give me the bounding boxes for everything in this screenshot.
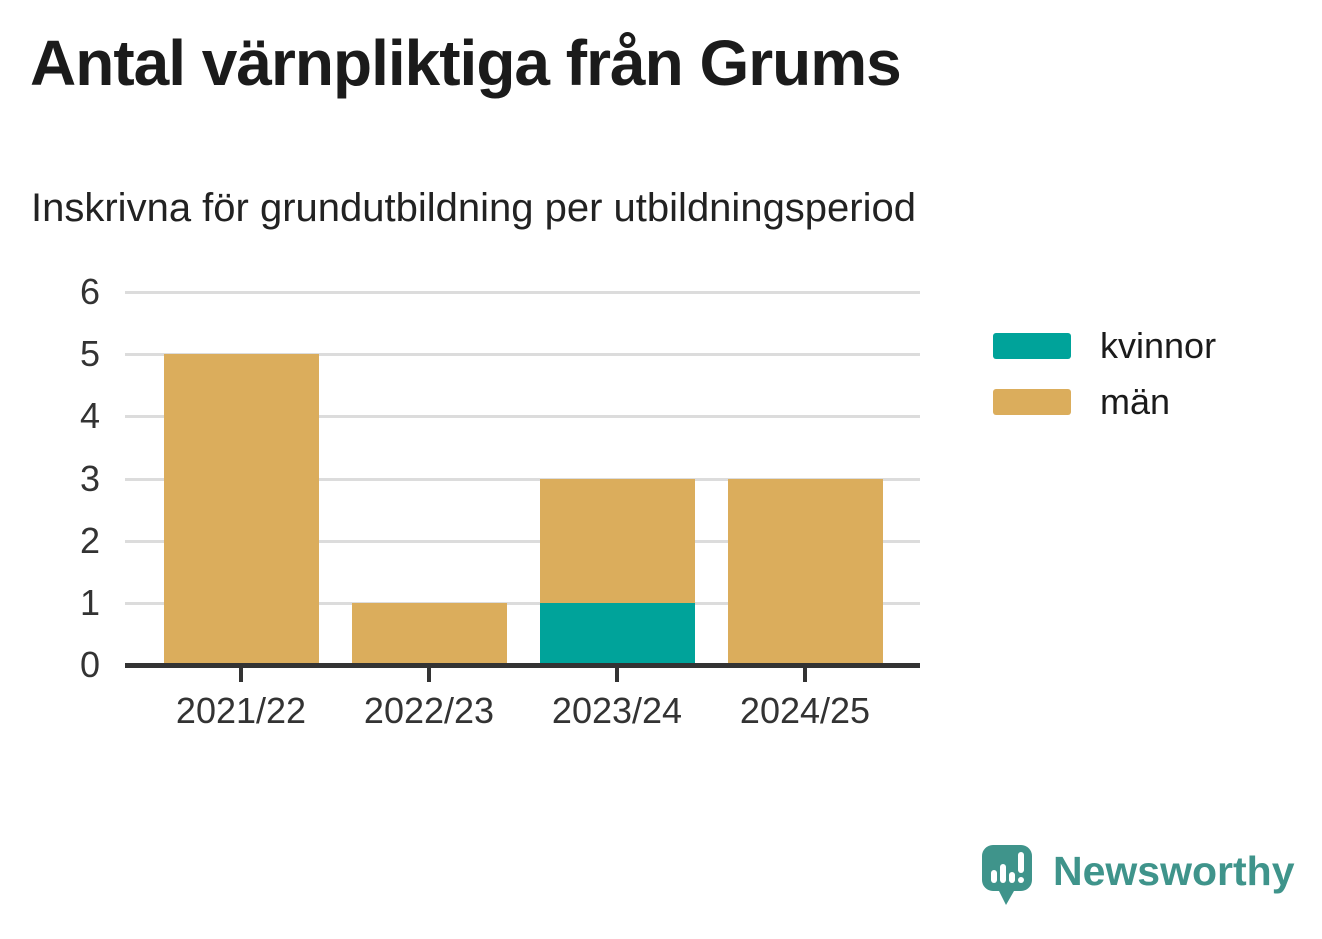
- bar-2021-22-män: [163, 354, 319, 665]
- y-tick-label-3: 3: [79, 457, 100, 499]
- y-tick-label-1: 1: [79, 581, 100, 623]
- y-tick-label-6: 6: [79, 271, 100, 312]
- y-tick-label-5: 5: [79, 333, 100, 375]
- x-tick-label-2022-23: 2022/23: [363, 690, 495, 731]
- newsworthy-logo-icon: [982, 845, 1032, 905]
- gridline-y-1: [125, 601, 920, 605]
- gridline-y-3: [125, 477, 920, 481]
- x-tick-label-2024-25: 2024/25: [739, 690, 871, 731]
- logo-exclamation-dot-icon: [1018, 877, 1024, 883]
- chart-subtitle: Inskrivna för grundutbildning per utbild…: [31, 186, 916, 230]
- y-tick-label-2: 2: [79, 519, 100, 561]
- logo-exclamation-bar-icon: [1018, 852, 1024, 873]
- chart-title: Antal värnpliktiga från Grums: [30, 27, 902, 99]
- x-tick-2022-23: [427, 668, 431, 682]
- legend-swatch-män: [993, 389, 1071, 415]
- x-tick-label-2021-22: 2021/22: [175, 690, 307, 731]
- brand-name: Newsworthy: [1053, 848, 1295, 894]
- x-axis-line: [125, 663, 920, 668]
- bar-2022-23-män: [351, 602, 507, 665]
- gridline-y-6: [125, 291, 920, 294]
- logo-bar-tall-icon: [1000, 864, 1006, 883]
- brand-footer: Newsworthy: [982, 845, 1295, 909]
- legend-swatch-kvinnor: [993, 333, 1071, 359]
- gridline-y-2: [125, 539, 920, 543]
- x-tick-2023-24: [615, 668, 619, 682]
- bar-2023-24-män: [539, 478, 695, 603]
- x-tick-label-2023-24: 2023/24: [551, 690, 683, 731]
- y-tick-label-0: 0: [79, 644, 100, 685]
- logo-bar-short-icon: [1009, 872, 1015, 883]
- legend-item-män: män: [993, 374, 1216, 430]
- legend-label-män: män: [1100, 381, 1171, 422]
- x-tick-2021-22: [239, 668, 243, 682]
- bar-2024-25-män: [727, 478, 883, 665]
- x-tick-2024-25: [803, 668, 807, 682]
- legend-item-kvinnor: kvinnor: [993, 318, 1216, 374]
- legend: kvinnor män: [993, 318, 1216, 430]
- y-tick-label-4: 4: [79, 395, 100, 437]
- gridline-y-4: [125, 415, 920, 419]
- bar-2023-24-kvinnor: [539, 602, 695, 665]
- gridline-y-5: [125, 353, 920, 357]
- legend-label-kvinnor: kvinnor: [1100, 325, 1217, 366]
- plot-area: [125, 291, 920, 665]
- logo-bar-small-icon: [991, 870, 997, 883]
